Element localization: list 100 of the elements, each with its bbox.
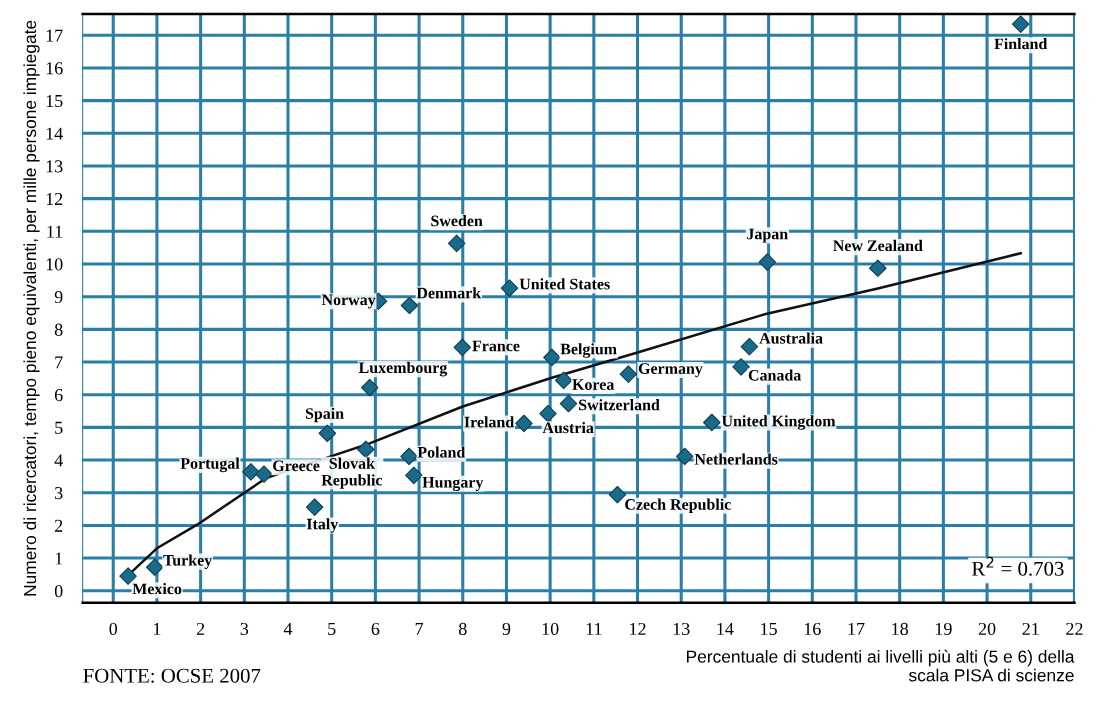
annotation: United Kingdom — [721, 415, 836, 430]
annotation: Turkey — [163, 554, 213, 569]
annotation: Czech Republic — [625, 498, 731, 514]
point — [305, 498, 324, 516]
point — [703, 413, 721, 432]
x-tick-label: 7 — [415, 623, 424, 635]
annotation: Sweden — [431, 215, 483, 227]
point — [242, 463, 260, 481]
annotation: France — [472, 340, 520, 352]
annotation: Korea — [572, 379, 615, 390]
point — [447, 234, 466, 253]
annotation: Slovak Republic — [321, 457, 383, 489]
point — [400, 447, 418, 466]
annotation: Belgium — [560, 343, 617, 358]
x-tick-label: 13 — [673, 622, 690, 636]
point — [500, 279, 519, 297]
y-tick-label: 3 — [55, 487, 63, 500]
point — [869, 259, 887, 278]
annotation: Italy — [306, 518, 339, 533]
x-tick-label: 0 — [109, 622, 118, 636]
annotation: Canada — [748, 369, 802, 381]
x-tick-label: 17 — [848, 622, 865, 635]
annotation: Germany — [638, 363, 703, 378]
y-tick-label: 2 — [54, 519, 63, 532]
y-tick-label: 11 — [47, 225, 63, 238]
point — [559, 394, 578, 413]
point — [515, 414, 533, 433]
point — [119, 567, 137, 585]
y-tick-label: 8 — [54, 323, 63, 336]
x-tick-label: 14 — [717, 622, 734, 635]
point — [145, 558, 164, 577]
point — [619, 365, 638, 383]
annotation: Greece — [273, 460, 320, 472]
y-axis-title: Numero di ricercatori, tempo pieno equivalenti, per mille persone impiegate — [23, 20, 40, 596]
point — [1011, 15, 1030, 33]
annotation: New Zealand — [833, 239, 923, 252]
x-tick-label: 3 — [240, 622, 249, 636]
annotation: Netherlands — [694, 453, 778, 465]
y-tick-label: 12 — [46, 192, 63, 205]
point — [539, 404, 557, 423]
annotation: Finland — [994, 38, 1048, 50]
y-tick-label: 15 — [46, 94, 63, 108]
x-tick-label: 8 — [458, 622, 467, 636]
point — [360, 378, 379, 397]
point — [732, 358, 750, 376]
annotation: Hungary — [422, 477, 484, 491]
annotation: Norway — [321, 294, 376, 309]
x-tick-label: 19 — [935, 622, 952, 636]
point — [758, 253, 777, 271]
y-tick-label: 0 — [54, 585, 63, 598]
point — [675, 447, 694, 466]
x-tick-label: 11 — [586, 622, 602, 635]
annotation: Spain — [305, 407, 344, 423]
annotation: United States — [519, 278, 610, 290]
annotation: Mexico — [132, 583, 182, 595]
y-tick-label: 13 — [46, 160, 63, 173]
x-tick-label: 5 — [328, 623, 336, 636]
point — [255, 465, 273, 483]
x-tick-label: 16 — [804, 622, 821, 636]
y-tick-label: 16 — [46, 62, 63, 75]
annotation: Australia — [759, 332, 823, 344]
annotation: Poland — [417, 446, 466, 458]
x-tick-label: 20 — [978, 622, 996, 636]
x-tick-label: 15 — [761, 622, 777, 636]
source-note: FONTE: OCSE 2007 — [83, 668, 261, 683]
y-tick-label: 7 — [55, 356, 63, 369]
y-tick-label: 6 — [54, 389, 63, 402]
annotation: Luxembourg — [358, 361, 448, 377]
point — [453, 338, 472, 357]
y-tick-label: 5 — [55, 421, 63, 434]
x-tick-label: 6 — [371, 622, 380, 636]
annotation: R$^{2}$ = 0.703 — [972, 556, 1064, 576]
annotation: Ireland — [464, 416, 515, 428]
annotation: Japan — [747, 228, 788, 243]
annotation: Denmark — [416, 287, 482, 299]
y-tick-label: 9 — [54, 290, 63, 304]
point — [543, 348, 561, 367]
y-tick-label: 10 — [46, 258, 63, 271]
y-tick-label: 1 — [55, 552, 63, 565]
y-tick-label: 17 — [46, 29, 63, 42]
x-tick-label: 22 — [1066, 622, 1083, 635]
x-tick-label: 10 — [542, 622, 559, 636]
x-tick-label: 2 — [196, 622, 205, 635]
point — [405, 466, 423, 485]
x-tick-label: 1 — [154, 622, 161, 635]
point — [318, 424, 337, 443]
annotation: Portugal — [180, 457, 240, 473]
y-tick-label: 14 — [46, 127, 63, 140]
x-tick-label: 9 — [502, 622, 511, 636]
annotation: Switzerland — [579, 399, 660, 411]
point — [400, 296, 419, 315]
x-axis-title: Percentuale di studenti ai livelli più alti (5 e 6) della scala PISA di scienze — [686, 649, 1075, 682]
annotation: Austria — [542, 421, 594, 434]
x-tick-label: 4 — [283, 622, 293, 635]
x-tick-label: 21 — [1022, 622, 1039, 635]
x-tick-label: 12 — [630, 622, 646, 635]
point — [608, 485, 627, 504]
x-tick-label: 18 — [892, 622, 909, 636]
point — [554, 371, 573, 390]
point — [740, 337, 759, 356]
